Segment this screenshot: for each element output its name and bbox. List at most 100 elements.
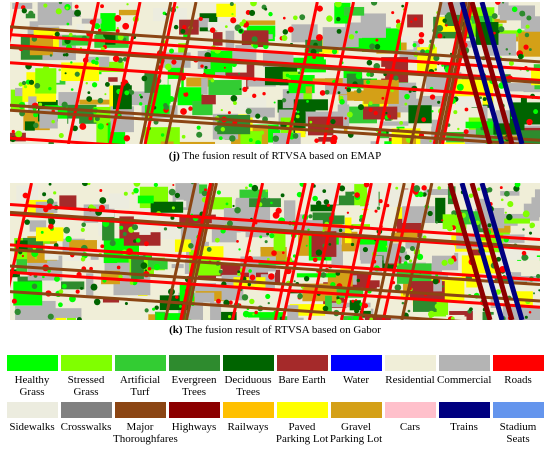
map-texture: [508, 52, 511, 55]
map-texture: [438, 2, 472, 144]
map-texture: [336, 134, 371, 144]
map-texture: [10, 45, 540, 84]
map-texture: [354, 90, 381, 101]
legend-swatch: [438, 402, 490, 418]
map-texture: [479, 2, 525, 144]
map-texture: [140, 262, 148, 269]
map-texture: [336, 296, 340, 300]
map-texture: [525, 24, 530, 29]
map-texture: [58, 92, 79, 107]
map-texture: [408, 105, 432, 124]
map-texture: [21, 254, 25, 258]
map-texture: [360, 13, 386, 38]
map-texture: [224, 25, 228, 28]
map-texture: [54, 31, 60, 37]
map-texture: [523, 44, 529, 50]
map-texture: [180, 108, 187, 115]
map-texture: [322, 2, 355, 144]
map-texture: [272, 135, 279, 142]
map-texture: [104, 93, 107, 96]
map-texture: [116, 27, 119, 30]
map-texture: [168, 188, 176, 196]
map-texture: [87, 91, 91, 95]
map-texture: [125, 91, 152, 106]
map-texture: [395, 19, 401, 24]
map-texture: [147, 266, 152, 271]
map-texture: [242, 86, 248, 92]
map-texture: [218, 269, 223, 274]
map-texture: [445, 12, 453, 19]
map-texture: [201, 78, 208, 95]
map-texture: [350, 283, 377, 289]
map-texture: [65, 6, 69, 10]
map-texture: [182, 87, 188, 93]
map-texture: [455, 216, 464, 234]
legend-item: Roads: [491, 355, 545, 386]
map-texture: [139, 93, 142, 97]
map-texture: [88, 56, 110, 67]
map-texture: [514, 183, 521, 188]
map-texture: [418, 32, 425, 38]
map-texture: [153, 270, 166, 286]
map-texture: [368, 101, 373, 106]
map-texture: [309, 120, 313, 124]
map-texture: [68, 32, 73, 37]
map-texture: [494, 2, 501, 5]
map-texture: [328, 243, 332, 246]
map-texture: [485, 136, 508, 144]
map-texture: [91, 82, 98, 88]
legend-swatch: [330, 402, 382, 418]
legend-item: Residential: [383, 355, 437, 386]
map-texture: [35, 68, 57, 94]
map-texture: [58, 68, 61, 72]
map-texture: [339, 99, 345, 105]
map-texture: [233, 101, 237, 105]
map-texture: [369, 43, 376, 50]
legend-label: Evergreen Trees: [171, 374, 217, 398]
map-texture: [226, 220, 233, 227]
map-texture: [285, 73, 290, 78]
map-texture: [169, 48, 175, 54]
map-texture: [133, 239, 137, 243]
map-texture: [23, 85, 28, 89]
map-texture: [153, 183, 159, 188]
map-texture: [442, 18, 447, 23]
map-texture: [499, 186, 503, 190]
map-texture: [295, 114, 300, 119]
map-texture: [236, 240, 239, 243]
map-texture: [55, 8, 62, 15]
map-texture: [100, 244, 105, 249]
map-texture: [203, 302, 211, 320]
map-texture: [395, 186, 399, 190]
map-texture: [297, 110, 300, 114]
legend-item: Water: [329, 355, 383, 386]
map-texture: [434, 68, 437, 71]
map-texture: [351, 299, 355, 303]
map-texture: [16, 299, 19, 302]
map-texture: [529, 231, 533, 235]
map-texture: [273, 183, 307, 320]
map-texture: [132, 317, 141, 320]
map-texture: [435, 220, 439, 224]
map-texture: [524, 315, 528, 319]
legend-label: Paved Parking Lot: [275, 421, 329, 445]
legend-label: Crosswalks: [60, 421, 112, 433]
map-texture: [229, 2, 234, 6]
map-texture: [81, 183, 89, 187]
map-texture: [409, 246, 415, 252]
map-texture: [266, 257, 270, 261]
legend-swatch: [114, 402, 166, 418]
map-texture: [21, 8, 27, 14]
map-texture: [48, 218, 56, 226]
map-texture: [282, 29, 289, 35]
map-texture: [182, 24, 187, 30]
map-texture: [504, 211, 507, 214]
map-texture: [350, 242, 355, 247]
map-texture: [268, 11, 273, 17]
map-texture: [354, 299, 358, 302]
caption-text: The fusion result of RTVSA based on Gabo…: [185, 324, 381, 336]
map-texture: [326, 203, 331, 207]
map-texture: [175, 141, 216, 144]
map-texture: [168, 95, 175, 102]
map-texture: [264, 143, 274, 144]
